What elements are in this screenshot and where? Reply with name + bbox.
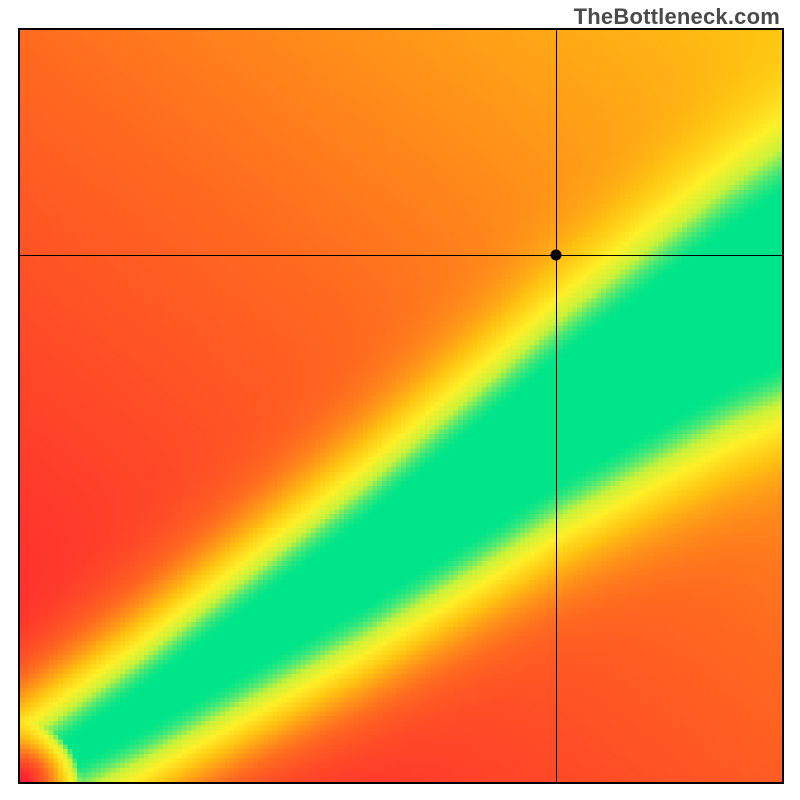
watermark-text: TheBottleneck.com — [574, 4, 780, 30]
chart-plot-area — [18, 28, 784, 784]
crosshair-horizontal — [20, 255, 782, 256]
heatmap-canvas — [20, 30, 782, 782]
crosshair-marker — [551, 250, 562, 261]
crosshair-vertical — [556, 30, 557, 782]
